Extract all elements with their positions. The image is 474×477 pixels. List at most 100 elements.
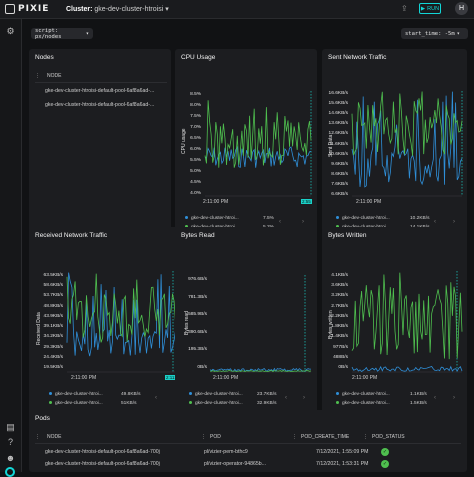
legend-item[interactable]: gke-dev-cluster-htroi...	[189, 401, 243, 406]
chevron-down-icon: ▾	[456, 30, 460, 37]
legend-item[interactable]: gke-dev-cluster-htroi...	[336, 401, 390, 406]
legend-dot	[49, 401, 52, 405]
legend-prev-icon[interactable]: ‹	[434, 395, 436, 401]
legend-name: gke-dev-cluster-htroi...	[55, 392, 103, 397]
logo-text: PIXIE	[18, 4, 50, 14]
legend-item[interactable]: gke-dev-cluster-htroi...	[189, 392, 243, 397]
column-header-node[interactable]: NODE	[47, 73, 62, 79]
legend-next-icon[interactable]: ›	[303, 395, 305, 401]
legend-item[interactable]: gke-dev-cluster-htroi...	[336, 216, 390, 221]
pixie-logo[interactable]: PIXIE	[5, 4, 49, 14]
legend-name: gke-dev-cluster-htroi...	[342, 216, 390, 221]
legend-dot	[189, 392, 192, 396]
share-icon[interactable]: ⇪	[401, 4, 408, 13]
legend-name: gke-dev-cluster-htroi...	[55, 401, 103, 406]
legend-item[interactable]: gke-dev-cluster-htroi...	[185, 216, 239, 221]
status-ok-icon: ✓	[381, 460, 389, 468]
cpu-usage-panel: CPU Usage CPU usage 8.5% 8.0% 7.5% 7.0% 6.5%…	[175, 49, 317, 237]
gear-icon[interactable]: ⚙	[6, 26, 15, 36]
bytes-written-chart[interactable]	[322, 227, 467, 415]
help-icon[interactable]: ?	[7, 437, 13, 447]
y-tick-label: 976.6B/s	[188, 277, 207, 282]
main-content: script: px/nodes ▾ start_time: -5m ▾ Nod…	[22, 19, 474, 472]
legend-value: 23.7KB/s	[257, 392, 277, 397]
profile-icon[interactable]: ☻	[5, 453, 16, 463]
y-tick-label: 977B/s	[333, 344, 348, 350]
legend-next-icon[interactable]: ›	[453, 219, 455, 225]
series-line	[209, 370, 312, 372]
y-tick-label: 4.0%	[190, 191, 201, 196]
series-line	[66, 273, 180, 343]
y-tick-label: 2.2KB/s	[331, 313, 348, 319]
docs-icon[interactable]: ▤	[6, 422, 15, 432]
y-tick-label: 9.6KB/s	[331, 161, 348, 167]
pods-panel: Pods ⋮ NODE ⋮ POD ⋮ POD_CREATE_TIME ⋮ PO…	[29, 410, 467, 472]
chevron-down-icon: ▾	[165, 6, 169, 13]
sent-network-panel: Sent Network Traffic Sent Data 16.6KB/s 1…	[322, 49, 467, 237]
legend-next-icon[interactable]: ›	[453, 395, 455, 401]
chevron-down-icon: ▾	[85, 30, 89, 37]
y-tick-label: 195.3B/s	[188, 347, 207, 353]
y-tick-label: 34.2KB/s	[43, 334, 63, 340]
y-tick-label: 1.8KB/s	[331, 324, 348, 330]
y-tick-label: 1.4KB/s	[331, 334, 348, 340]
legend-prev-icon[interactable]: ‹	[285, 395, 287, 401]
pod-node-cell[interactable]: gke-dev-cluster-htroisi-default-pool-6af…	[45, 461, 160, 467]
legend-next-icon[interactable]: ›	[302, 219, 304, 225]
script-selector[interactable]: script: px/nodes ▾	[31, 28, 93, 40]
column-header-status[interactable]: POD_STATUS	[372, 434, 405, 440]
pod-name-cell[interactable]: pl/vizier-pem-bthc9	[204, 449, 248, 455]
legend-item[interactable]: gke-dev-cluster-htroi...	[336, 392, 390, 397]
status-ok-icon: ✓	[381, 448, 389, 456]
run-button[interactable]: ▶ RUN	[419, 3, 441, 14]
x-tick-start: 2:11:00 PM	[352, 375, 378, 381]
legend-dot	[189, 401, 192, 405]
x-tick-start: 2:11:00 PM	[71, 375, 97, 381]
legend-dot	[336, 392, 339, 396]
legend-value: 1.5KB/s	[410, 401, 427, 406]
pod-name-cell[interactable]: pl/vizier-operator-94865b...	[204, 461, 266, 467]
y-tick-label: 29.3KB/s	[43, 344, 63, 350]
y-tick-label: 3.6KB/s	[331, 283, 348, 289]
pixie-logo-icon	[5, 467, 15, 477]
node-col-drag-icon[interactable]: ⋮	[35, 73, 40, 79]
pod-node-cell[interactable]: gke-dev-cluster-htroisi-default-pool-6af…	[45, 449, 160, 455]
column-drag-icon[interactable]: ⋮	[292, 434, 297, 440]
column-drag-icon[interactable]: ⋮	[201, 434, 206, 440]
table-row[interactable]: gke-dev-cluster-htroisi-default-pool-6af…	[45, 88, 155, 94]
series-line	[351, 272, 463, 360]
column-header-create-time[interactable]: POD_CREATE_TIME	[301, 434, 350, 440]
column-header-pod[interactable]: POD	[210, 434, 221, 440]
nodes-panel: Nodes ⋮ NODE gke-dev-cluster-htroisi-def…	[29, 49, 171, 237]
y-tick-label: 13.6KB/s	[328, 121, 348, 127]
start-time-selector[interactable]: start_time: -5m ▾	[401, 28, 468, 39]
series-line	[351, 365, 463, 373]
sent-chart[interactable]	[322, 49, 467, 237]
avatar[interactable]: H	[455, 2, 468, 15]
column-header-node[interactable]: NODE	[47, 434, 62, 440]
legend-name: gke-dev-cluster-htroi...	[191, 216, 239, 221]
series-line	[351, 91, 463, 188]
y-tick-label: 7.6KB/s	[331, 181, 348, 187]
legend-prev-icon[interactable]: ‹	[434, 219, 436, 225]
cluster-selector[interactable]: Cluster: gke-dev-cluster-htroisi ▾	[66, 5, 169, 13]
y-tick-label: 0B/s	[338, 365, 348, 370]
legend-name: gke-dev-cluster-htroi...	[195, 401, 243, 406]
sidebar: ⚙ ▤ ? ☻	[0, 19, 22, 477]
legend-name: gke-dev-cluster-htroi...	[342, 392, 390, 397]
y-tick-label: 5.5%	[190, 158, 201, 163]
legend-item[interactable]: gke-dev-cluster-htroi...	[49, 392, 103, 397]
column-drag-icon[interactable]: ⋮	[35, 434, 40, 440]
column-drag-icon[interactable]: ⋮	[363, 434, 368, 440]
y-tick-label: 11.6KB/s	[328, 141, 348, 147]
cpu-chart[interactable]	[175, 49, 317, 237]
legend-prev-icon[interactable]: ‹	[279, 219, 281, 225]
y-tick-label: 39.1KB/s	[43, 324, 63, 330]
legend-item[interactable]: gke-dev-cluster-htroi...	[49, 401, 103, 406]
y-tick-label: 8.0%	[190, 103, 201, 108]
legend-prev-icon[interactable]: ‹	[155, 395, 157, 401]
table-row[interactable]: gke-dev-cluster-htroisi-default-pool-6af…	[45, 102, 155, 108]
y-tick-label: 488B/s	[333, 354, 348, 360]
bytes-read-chart[interactable]	[175, 227, 317, 415]
received-chart[interactable]	[29, 227, 189, 415]
